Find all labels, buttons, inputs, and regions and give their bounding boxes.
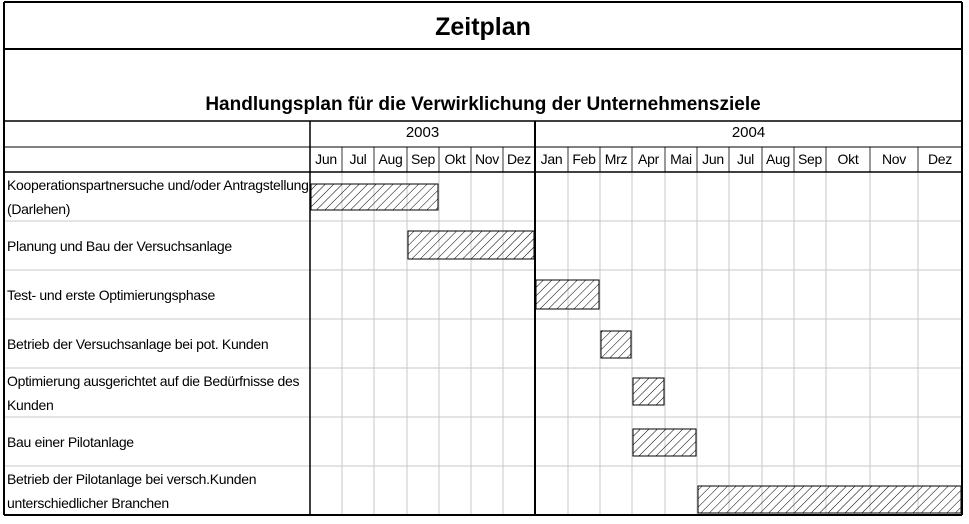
month-label: Jul <box>737 151 754 167</box>
task-label: Optimierung ausgerichtet auf die Bedürfn… <box>7 372 300 413</box>
month-label: Nov <box>882 151 906 167</box>
month-label: Jul <box>349 151 367 167</box>
month-label: Jun <box>315 151 337 167</box>
task-label: Betrieb der Pilotanlage bei versch.Kunde… <box>7 470 257 511</box>
month-label: Aug <box>378 151 403 167</box>
task-label: Test- und erste Optimierungsphase <box>7 286 215 303</box>
task-bar <box>600 330 632 359</box>
task-bar <box>407 230 535 260</box>
chart-subtitle: Handlungsplan für die Verwirklichung der… <box>205 94 761 115</box>
month-label: Jun <box>702 151 724 167</box>
month-label: Dez <box>928 151 952 167</box>
task-bar <box>632 377 665 406</box>
month-label: Okt <box>837 151 859 167</box>
task-bar <box>697 485 962 514</box>
month-label: Mai <box>670 151 692 167</box>
year-label-2004: 2004 <box>731 124 766 141</box>
month-label: Sep <box>797 151 822 167</box>
task-bar <box>535 279 600 310</box>
month-label: Mrz <box>604 151 628 167</box>
task-label: Bau einer Pilotanlage <box>7 433 134 450</box>
task-bar <box>632 428 697 457</box>
month-label: Dez <box>507 151 531 167</box>
month-label: Okt <box>444 151 466 167</box>
month-label: Jan <box>540 151 563 167</box>
month-label: Nov <box>475 151 499 167</box>
task-label: Betrieb der Versuchsanlage bei pot. Kund… <box>7 335 269 352</box>
year-label-2003: 2003 <box>405 124 440 141</box>
month-label: Sep <box>410 151 435 167</box>
task-label: Planung und Bau der Versuchsanlage <box>7 237 232 254</box>
task-bar <box>310 183 439 211</box>
month-label: Aug <box>765 151 790 167</box>
month-label: Apr <box>638 151 659 167</box>
chart-title: Zeitplan <box>435 13 531 41</box>
month-label: Feb <box>572 151 596 167</box>
task-label: Kooperationspartnersuche und/oder Antrag… <box>7 176 309 217</box>
